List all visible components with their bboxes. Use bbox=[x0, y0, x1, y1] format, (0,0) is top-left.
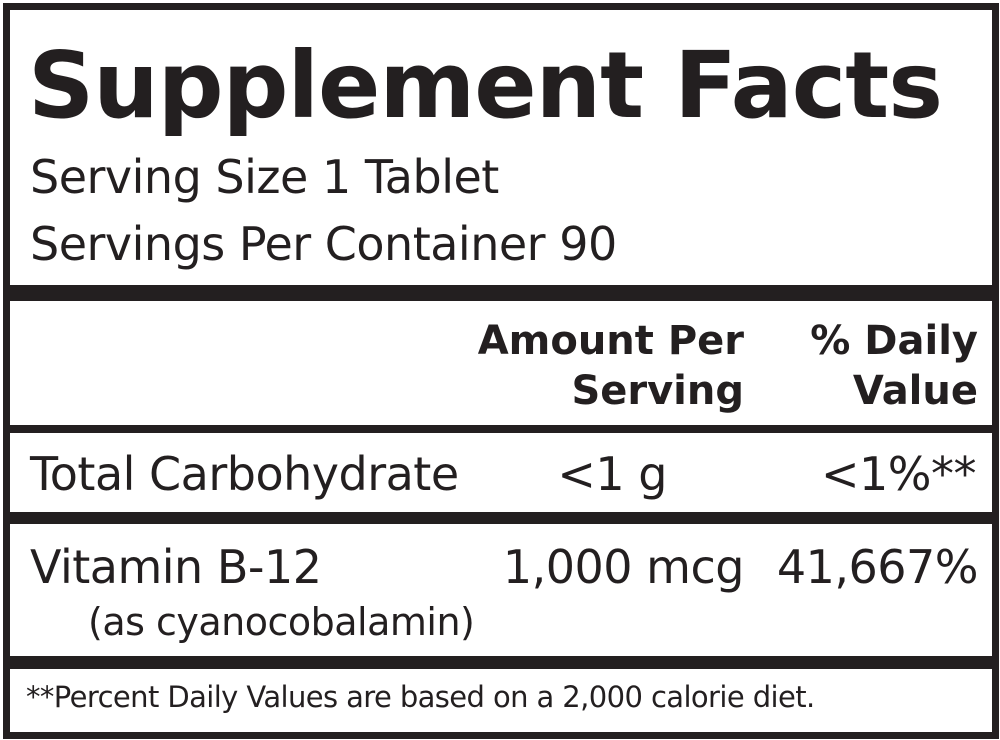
nutrient-source: (as cyanocobalamin) bbox=[88, 600, 475, 644]
dv-header-line2: Value bbox=[852, 368, 978, 414]
divider-thick bbox=[10, 285, 992, 301]
divider-medium bbox=[10, 425, 992, 433]
dv-header-line1: % Daily bbox=[810, 318, 978, 364]
nutrient-dv: <1%** bbox=[820, 447, 977, 501]
serving-size: Serving Size 1 Tablet bbox=[30, 150, 499, 204]
divider bbox=[10, 656, 992, 669]
servings-per-container: Servings Per Container 90 bbox=[30, 217, 617, 271]
footnote: **Percent Daily Values are based on a 2,… bbox=[26, 680, 815, 714]
amount-header-line1: Amount Per bbox=[477, 318, 744, 364]
panel-title: Supplement Facts bbox=[28, 32, 943, 139]
supplement-facts-panel: Supplement Facts Serving Size 1 Tablet S… bbox=[3, 3, 999, 739]
amount-header-line2: Serving bbox=[571, 368, 744, 414]
nutrient-name: Vitamin B-12 bbox=[30, 540, 322, 594]
nutrient-dv: 41,667% bbox=[776, 540, 979, 594]
nutrient-name: Total Carbohydrate bbox=[30, 447, 459, 501]
nutrient-amount: <1 g bbox=[557, 447, 667, 501]
amount-per-serving-header: Amount Per Serving bbox=[478, 316, 744, 416]
daily-value-header: % Daily Value bbox=[810, 316, 978, 416]
nutrient-amount: 1,000 mcg bbox=[502, 540, 745, 594]
divider bbox=[10, 512, 992, 524]
